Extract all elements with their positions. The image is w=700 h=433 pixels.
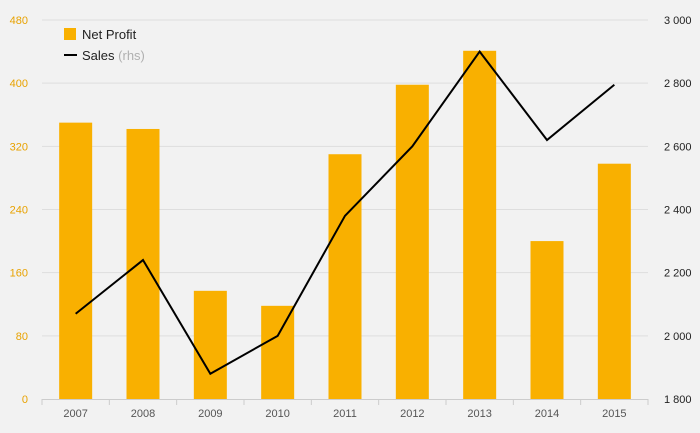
legend-swatch-net-profit [64,28,76,40]
legend-label-sales-name: Sales [82,48,115,63]
y-right-tick-label: 1 800 [664,394,692,406]
x-tick-label: 2009 [198,408,222,420]
net-profit-bar [59,122,93,399]
y-left-tick-label: 480 [10,15,28,27]
legend-label-sales: Sales (rhs) [82,48,145,63]
y-left-tick-label: 0 [22,394,28,406]
sales-line [75,49,615,376]
net-profit-bar [261,305,295,399]
y-right-tick-label: 2 200 [664,268,692,280]
y-left-tick-label: 240 [10,205,28,217]
y-left-tick-label: 160 [10,268,28,280]
axes: 0 80 160 240 320 400 480 1 800 2 000 2 200 2 400 2 … [10,15,692,420]
legend: Net Profit Sales (rhs) [64,27,145,63]
net-profit-bar [597,163,631,399]
net-profit-bar [530,241,564,399]
y-right-tick-label: 3 000 [664,15,692,27]
net-profit-bar [126,128,160,399]
net-profit-bars [59,50,631,399]
x-tick-label: 2008 [131,408,155,420]
net-profit-bar [328,154,362,399]
legend-label-sales-note: (rhs) [118,48,145,63]
y-left-tick-label: 320 [10,141,28,153]
net-profit-bar [463,50,497,399]
x-tick-label: 2010 [265,408,289,420]
x-tick-label: 2011 [333,408,357,420]
net-profit-bar [395,84,429,399]
x-tick-label: 2007 [63,408,87,420]
x-tick-label: 2013 [467,408,491,420]
y-right-tick-label: 2 600 [664,141,692,153]
x-tick-label: 2012 [400,408,424,420]
y-left-tick-label: 400 [10,78,28,90]
net-profit-bar [193,290,227,399]
legend-label-net-profit: Net Profit [82,27,137,42]
y-right-tick-label: 2 800 [664,78,692,90]
y-left-tick-label: 80 [16,331,28,343]
x-tick-label: 2015 [602,408,626,420]
y-right-tick-label: 2 000 [664,331,692,343]
y-right-tick-label: 2 400 [664,205,692,217]
x-tick-label: 2014 [535,408,559,420]
